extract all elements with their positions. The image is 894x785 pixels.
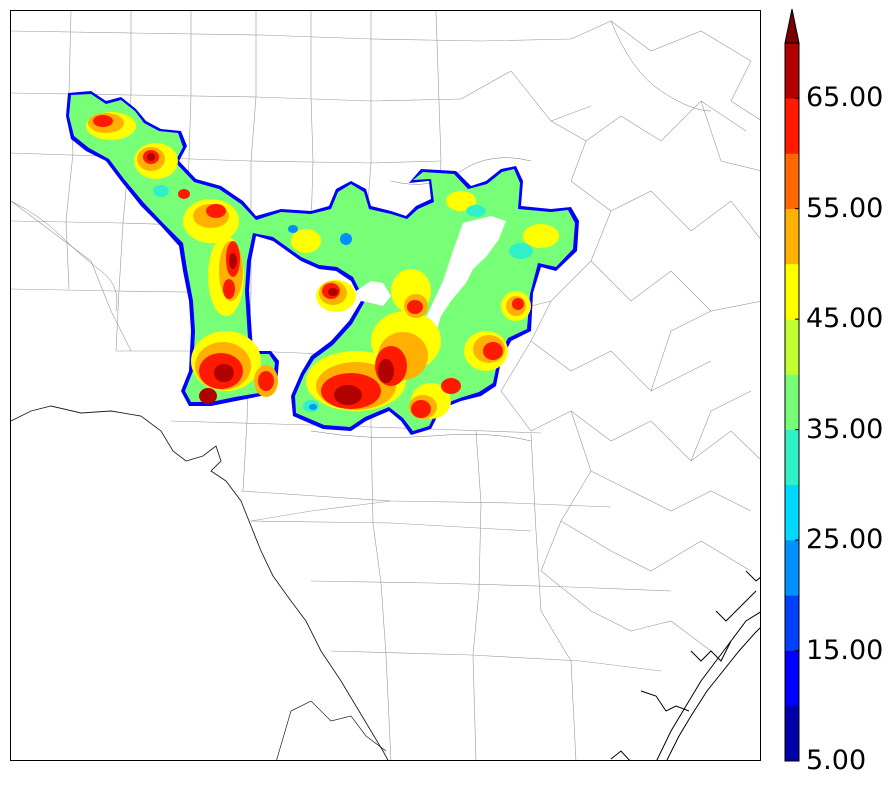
- colorbar-tick-label: 35.00: [806, 413, 884, 445]
- colorbar-tick-label: 65.00: [806, 82, 884, 114]
- colorbar-bin: [785, 319, 799, 375]
- colorbar-bin: [785, 705, 799, 762]
- colorbar: [784, 8, 800, 762]
- colorbar-bin: [785, 43, 799, 99]
- colorbar-tick-label: 45.00: [806, 303, 884, 335]
- reflectivity-field: [66, 91, 579, 435]
- colorbar-extend-arrow: [784, 8, 800, 44]
- colorbar-tick-label: 5.00: [806, 745, 867, 776]
- colorbar-bin: [785, 208, 799, 265]
- colorbar-bin: [785, 484, 799, 541]
- colorbar-bin: [785, 429, 799, 486]
- colorbar-tick-label: 25.00: [806, 524, 884, 556]
- international-border: [11, 405, 389, 760]
- mexico-state-border: [276, 700, 387, 760]
- colorbar-bin: [785, 153, 799, 209]
- colorbar-bin: [785, 540, 799, 596]
- river-lines: [11, 20, 712, 442]
- map-panel: [10, 10, 761, 761]
- colorbar-outline: [784, 42, 800, 762]
- colorbar-bin: [785, 98, 799, 154]
- colorbar-tick-label: 55.00: [806, 192, 884, 224]
- colorbar-bin: [785, 263, 799, 320]
- colorbar-bin: [785, 595, 799, 651]
- colorbar-tick-label: 15.00: [806, 634, 884, 666]
- coastline: [610, 570, 760, 760]
- map-canvas: [11, 11, 760, 760]
- colorbar-bin: [785, 650, 799, 707]
- colorbar-bin: [785, 374, 799, 430]
